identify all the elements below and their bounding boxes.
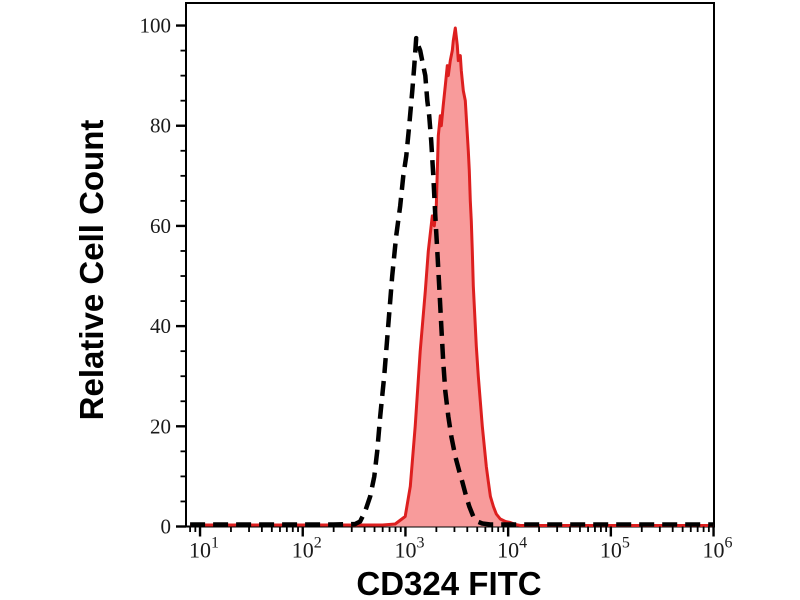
x-tick-label: 104 (497, 535, 527, 563)
y-axis-title: Relative Cell Count (73, 120, 110, 421)
y-tick-label: 40 (150, 314, 171, 338)
y-tick-label: 80 (150, 114, 171, 138)
y-tick-label: 60 (150, 214, 171, 238)
series-layer (190, 26, 714, 527)
stained-sample-curve (190, 26, 714, 527)
axis-ticks (176, 24, 715, 537)
x-tick-label: 105 (600, 535, 630, 563)
x-tick-label: 106 (703, 535, 733, 563)
x-tick-label: 101 (189, 535, 219, 563)
x-axis-title: CD324 FITC (356, 565, 541, 600)
y-tick-label: 20 (150, 414, 171, 438)
axis-tick-labels: 101 102 103 104 105 106 0 20 40 60 80 100 (140, 14, 733, 563)
isotype-control-curve (190, 35, 714, 527)
x-tick-label: 103 (394, 535, 424, 563)
y-tick-label: 0 (161, 515, 172, 539)
y-tick-label: 100 (140, 14, 172, 38)
x-tick-label: 102 (292, 535, 322, 563)
stained-sample-area (190, 28, 714, 527)
